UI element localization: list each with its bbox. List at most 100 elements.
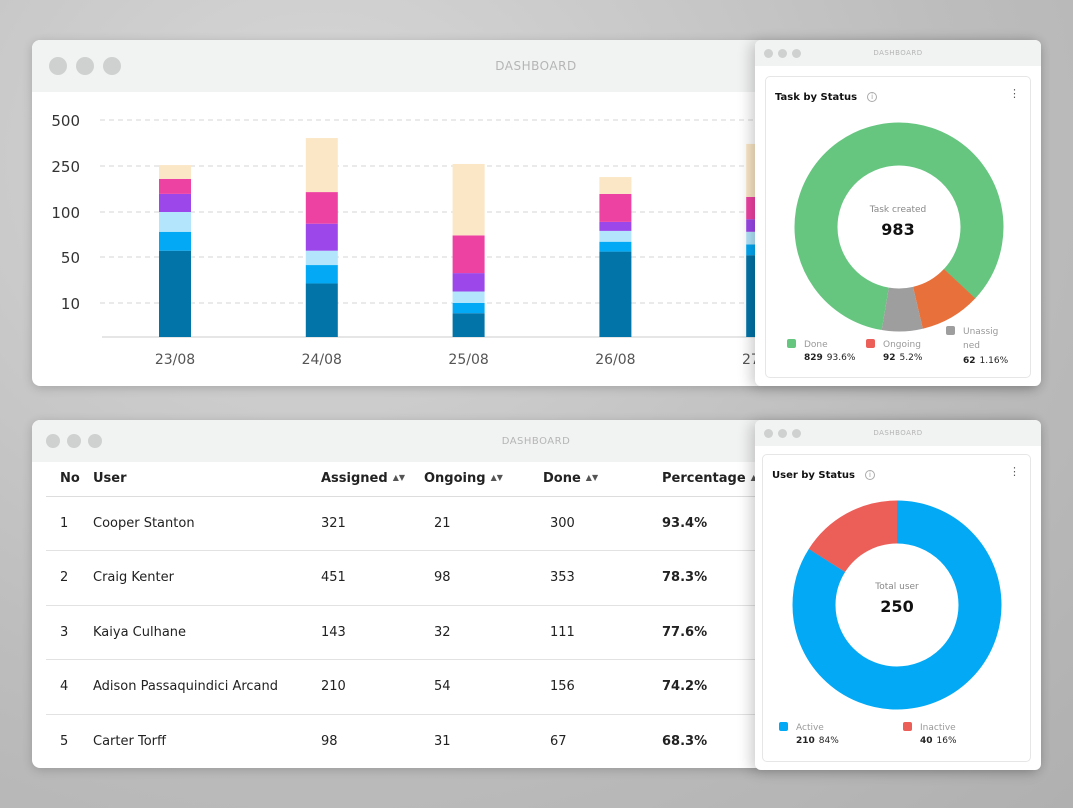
title-bar: DASHBOARD: [755, 420, 1041, 446]
sort-icon[interactable]: ▲▼: [585, 473, 599, 483]
title-bar: DASHBOARD: [755, 40, 1041, 66]
window-minimize-button[interactable]: [778, 428, 787, 438]
table-row[interactable]: 1 Cooper Stanton 321 21 300 93.4%: [46, 496, 786, 551]
row-done: 300: [543, 496, 662, 551]
bar-segment: [599, 251, 632, 337]
row-ongoing: 54: [424, 659, 543, 715]
row-ongoing: 21: [424, 496, 543, 551]
info-icon[interactable]: i: [865, 470, 876, 480]
bar-segment: [305, 283, 338, 337]
donut-center: Task created 983: [838, 205, 958, 239]
legend-ongoing: Ongoing 92 5.2%: [866, 339, 922, 363]
y-tick-label: 250: [51, 158, 80, 176]
bar-segment: [452, 273, 485, 292]
info-icon[interactable]: i: [867, 92, 878, 102]
window-close-button[interactable]: [49, 57, 67, 75]
bar-segment: [305, 265, 338, 284]
x-tick-label: 26/08: [595, 352, 635, 368]
legend-pct: 84%: [818, 736, 839, 746]
row-user: Craig Kenter: [93, 550, 321, 606]
center-value: 983: [881, 220, 915, 239]
card-title: Task by Status i: [775, 92, 878, 103]
sort-icon[interactable]: ▲▼: [490, 473, 503, 483]
table-header-row: No User Assigned ▲▼ Ongoing ▲▼ Done ▲▼ Perc…: [46, 462, 786, 497]
header-label: Percentage: [662, 471, 746, 487]
y-tick-label: 500: [51, 112, 80, 130]
bar-segment: [599, 193, 632, 222]
bar-segment: [305, 223, 338, 251]
legend-pct: 1.16%: [979, 356, 1009, 366]
header-user: User: [93, 462, 321, 497]
window-title: DASHBOARD: [495, 59, 577, 73]
legend-pct: 5.2%: [899, 353, 923, 363]
sort-icon[interactable]: ▲▼: [392, 473, 405, 483]
bar-segment: [452, 303, 485, 314]
task-donut-chart: [794, 122, 1004, 332]
row-no: 3: [46, 605, 93, 660]
legend-done: Done 829 93.6%: [787, 339, 855, 363]
legend-count: 62: [963, 356, 976, 366]
row-no: 5: [60, 734, 69, 749]
row-assigned: 451: [321, 550, 424, 606]
bar-segment: [159, 193, 191, 212]
bar-segment: [452, 313, 485, 337]
more-options-icon[interactable]: ⋮: [1009, 87, 1020, 100]
table-row[interactable]: 2 Craig Kenter 451 98 353 78.3%: [46, 550, 786, 606]
row-done: 353: [543, 550, 662, 606]
bar-segment: [159, 250, 191, 337]
legend-count: 40: [920, 736, 933, 746]
x-tick-label: 24/08: [302, 352, 342, 368]
y-tick-label: 100: [51, 204, 80, 222]
bar-segment: [159, 165, 191, 179]
user-by-status-card: User by Status i ⋮ Total user 250 Active …: [762, 454, 1031, 762]
donut-segment-inactive: [792, 500, 1002, 710]
window-maximize-button[interactable]: [792, 428, 801, 438]
window-title: DASHBOARD: [873, 49, 923, 57]
row-assigned: 321: [321, 496, 424, 551]
window-maximize-button[interactable]: [88, 434, 102, 448]
window-maximize-button[interactable]: [792, 48, 801, 58]
more-options-icon[interactable]: ⋮: [1009, 465, 1020, 478]
window-close-button[interactable]: [46, 434, 60, 448]
bar-segment: [159, 231, 191, 251]
bar-segment: [305, 138, 338, 193]
row-ongoing: 98: [424, 550, 543, 606]
window-title: DASHBOARD: [501, 435, 571, 447]
window-close-button[interactable]: [764, 48, 773, 58]
row-ongoing: 32: [424, 605, 543, 660]
window-close-button[interactable]: [764, 428, 773, 438]
header-no: No: [46, 462, 93, 497]
row-done: 67: [550, 734, 567, 749]
header-label: Assigned: [321, 471, 388, 487]
card-title-text: User by Status: [772, 470, 856, 481]
window-minimize-button[interactable]: [67, 434, 81, 448]
table-row[interactable]: 3 Kaiya Culhane 143 32 111 77.6%: [46, 605, 786, 660]
user-status-window: DASHBOARD User by Status i ⋮ Total user 2…: [755, 420, 1041, 770]
center-label: Total user: [875, 582, 919, 592]
window-minimize-button[interactable]: [778, 48, 787, 58]
bar-segment: [452, 291, 485, 303]
row-assigned: 143: [321, 605, 424, 660]
header-done[interactable]: Done ▲▼: [543, 462, 662, 497]
legend-label: Unassig ned: [963, 327, 999, 351]
header-assigned[interactable]: Assigned ▲▼: [321, 462, 424, 497]
row-assigned: 98: [321, 734, 338, 749]
legend-pct: 93.6%: [826, 353, 856, 363]
header-ongoing[interactable]: Ongoing ▲▼: [424, 462, 543, 497]
bar-segment: [305, 192, 338, 224]
bar-segment: [599, 177, 632, 194]
user-donut-chart: [792, 500, 1002, 710]
bar-segment: [452, 163, 485, 236]
legend-label: Active: [796, 723, 824, 733]
table-row[interactable]: 5 Carter Torff 98 31 67 68.3%: [46, 714, 786, 768]
row-ongoing: 31: [434, 734, 451, 749]
legend-count: 92: [883, 353, 896, 363]
window-minimize-button[interactable]: [76, 57, 94, 75]
table-row[interactable]: 4 Adison Passaquindici Arcand 210 54 156 74.2…: [46, 659, 786, 715]
row-user: Adison Passaquindici Arcand: [93, 659, 321, 715]
y-tick-label: 10: [61, 295, 80, 313]
window-maximize-button[interactable]: [103, 57, 121, 75]
header-label: Done: [543, 471, 581, 487]
row-user: Cooper Stanton: [93, 496, 321, 551]
center-value: 250: [880, 597, 914, 616]
